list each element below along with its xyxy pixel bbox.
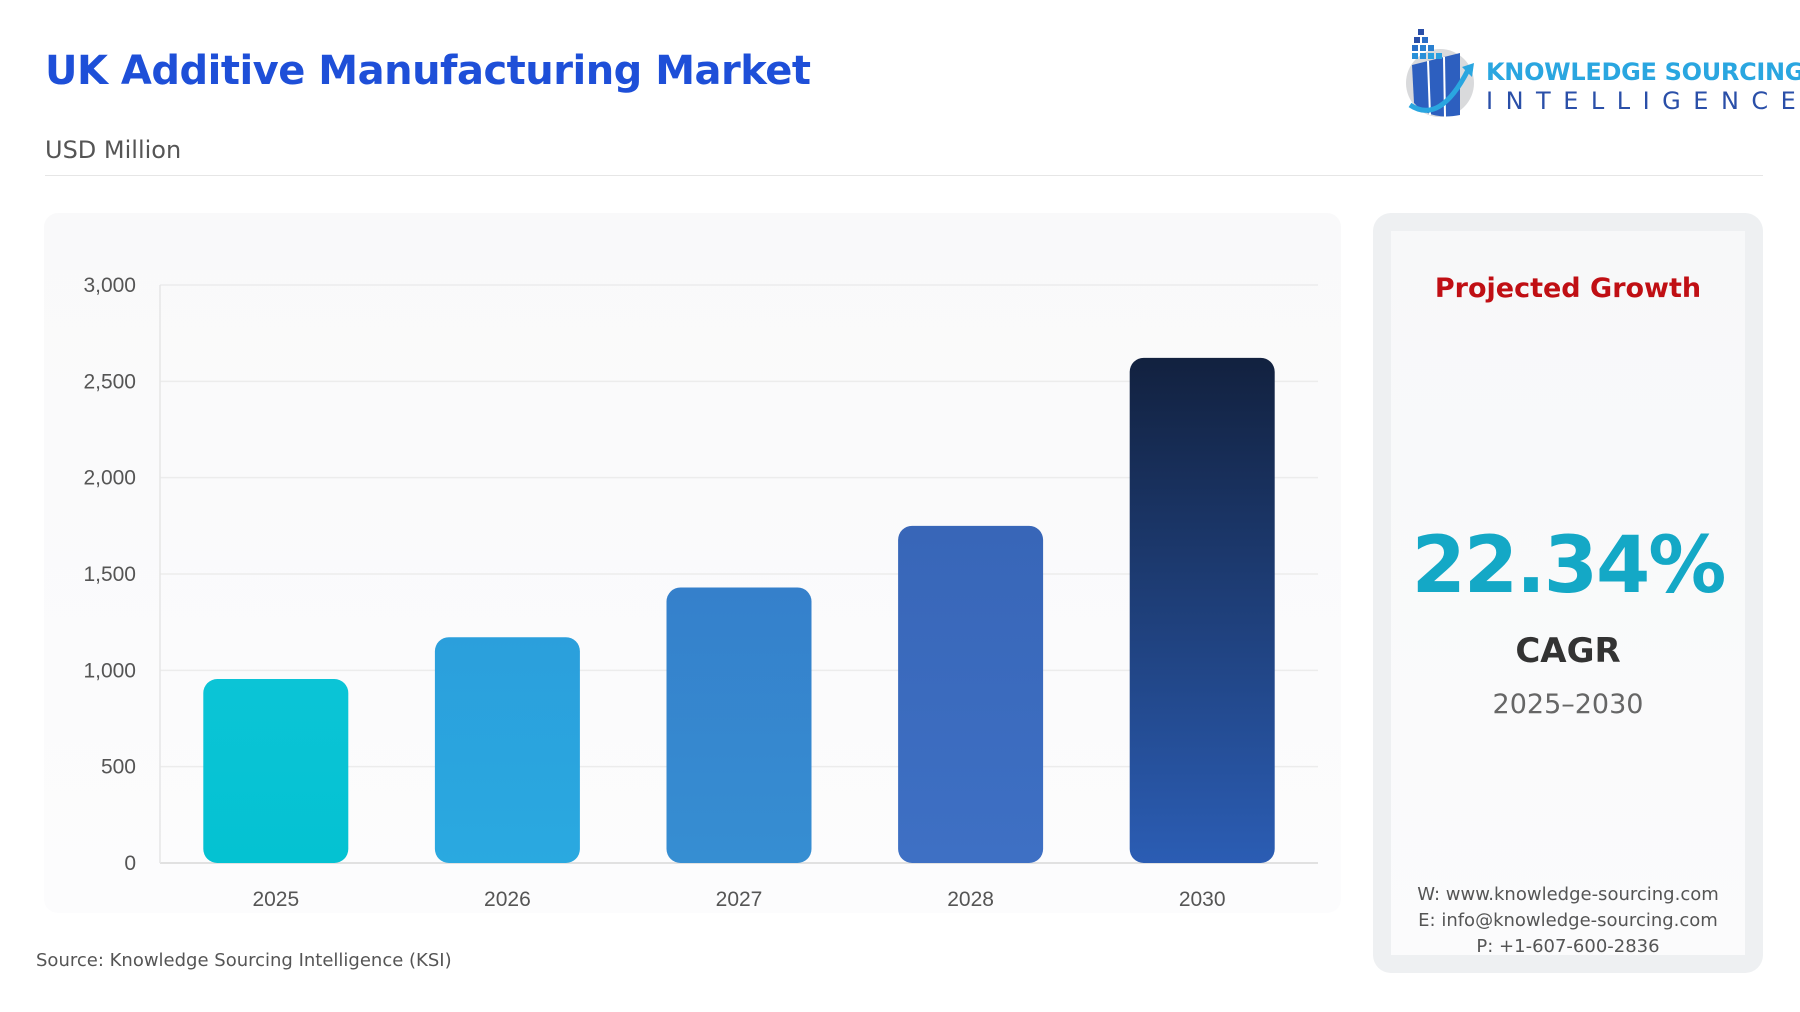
y-tick-label: 0 [124, 852, 136, 875]
y-tick-label: 3,000 [83, 274, 136, 297]
company-logo: KNOWLEDGE SOURCING INTELLIGENCE [1400, 25, 1800, 120]
x-tick-label: 2027 [716, 888, 763, 911]
x-tick-label: 2030 [1179, 888, 1226, 911]
contact-phone: P: +1-607-600-2836 [1476, 936, 1660, 957]
unit-subtitle: USD Million [45, 136, 182, 164]
growth-panel: Projected Growth 22.34% CAGR 2025–2030 W… [1373, 213, 1763, 973]
x-tick-label: 2028 [947, 888, 994, 911]
bar-2028 [898, 525, 1044, 863]
bar-2030 [1129, 357, 1275, 863]
y-tick-label: 1,500 [83, 563, 136, 586]
bar-2026 [434, 637, 580, 863]
logo-text-line1: KNOWLEDGE SOURCING [1486, 58, 1800, 86]
page-title: UK Additive Manufacturing Market [45, 48, 811, 94]
bar-2025 [203, 679, 349, 863]
x-tick-label: 2026 [484, 888, 531, 911]
y-tick-label: 2,500 [83, 370, 136, 393]
y-tick-label: 1,000 [83, 659, 136, 682]
cagr-label: CAGR [1515, 631, 1621, 671]
x-tick-label: 2025 [252, 888, 299, 911]
panel-title: Projected Growth [1434, 273, 1702, 304]
contact-web: W: www.knowledge-sourcing.com [1417, 884, 1719, 905]
cagr-value: 22.34% [1411, 521, 1727, 611]
y-tick-label: 500 [101, 756, 136, 779]
cagr-period: 2025–2030 [1492, 689, 1644, 720]
divider [45, 175, 1763, 176]
logo-emblem-icon [1406, 29, 1474, 118]
bar-2027 [666, 587, 812, 863]
source-note: Source: Knowledge Sourcing Intelligence … [36, 950, 452, 971]
logo-text-line2: INTELLIGENCE [1486, 87, 1800, 115]
y-tick-label: 2,000 [83, 467, 136, 490]
contact-email: E: info@knowledge-sourcing.com [1418, 910, 1718, 931]
